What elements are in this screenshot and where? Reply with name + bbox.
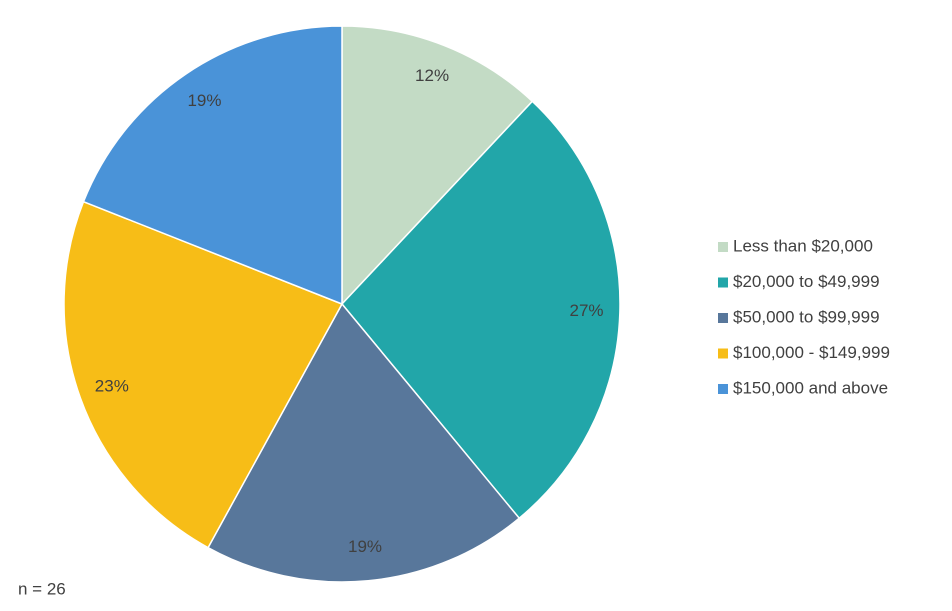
legend-label: $100,000 - $149,999 [733,343,890,362]
legend-swatch [718,242,728,252]
data-label: 19% [187,91,221,110]
legend-label: $150,000 and above [733,378,888,397]
legend-swatch [718,277,728,288]
legend-swatch [718,384,728,394]
legend-label: Less than $20,000 [733,236,873,255]
data-label: 27% [570,301,604,320]
pie-slice [341,25,534,306]
pie-slice [63,200,344,549]
pie-slice [82,25,343,306]
legend-label: $20,000 to $49,999 [733,272,880,291]
legend-label: $50,000 to $99,999 [733,307,880,326]
annotation: n = 26 [18,579,66,598]
data-label: 19% [348,537,382,556]
data-label: 12% [415,66,449,85]
data-label: 23% [95,376,129,395]
legend-swatch [718,313,728,323]
pie-slice [341,100,621,520]
pie-slice [207,302,521,583]
legend-swatch [718,348,728,359]
